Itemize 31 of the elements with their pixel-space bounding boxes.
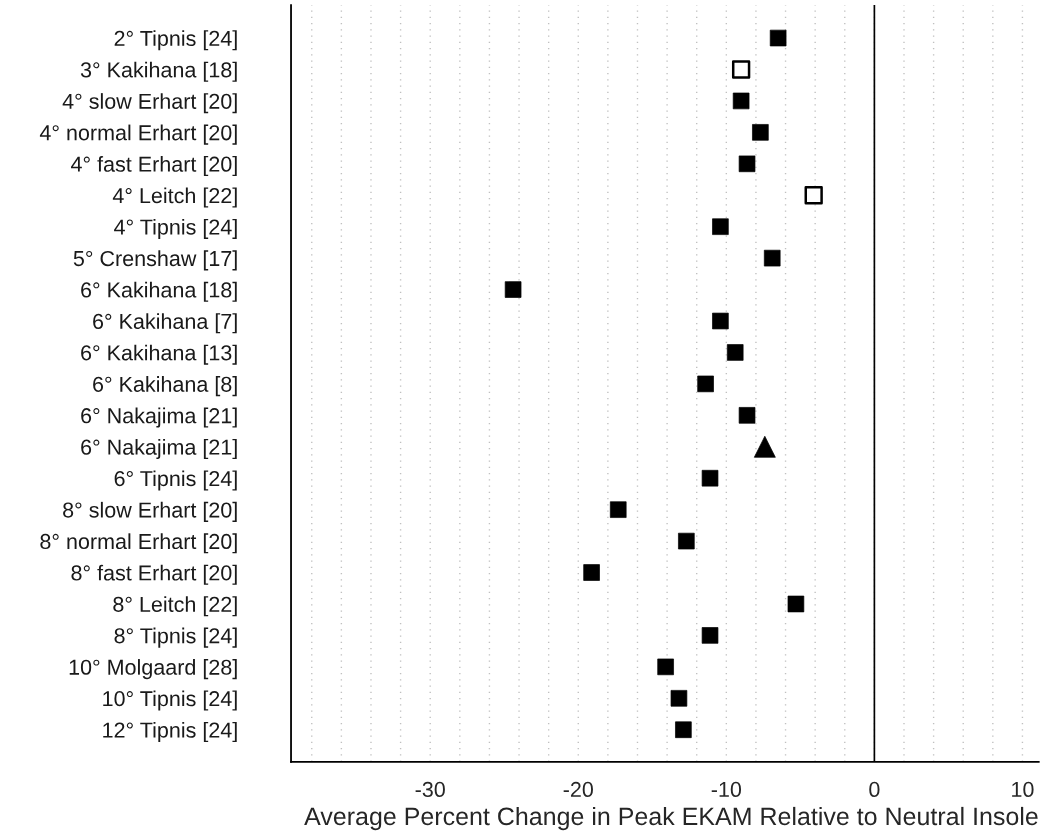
y-tick-label: 4° slow Erhart [20] <box>62 93 237 114</box>
y-tick-label: 12° Tipnis [24] <box>103 721 237 743</box>
y-tick-label: 8° fast Erhart [20] <box>71 564 237 585</box>
x-tick-label: -20 <box>563 781 593 798</box>
y-tick-label: 6° Tipnis [24] <box>114 470 237 491</box>
y-tick-label: 4° Tipnis [24] <box>114 218 237 239</box>
y-tick-label: 6° Kakihana [7] <box>93 313 237 334</box>
y-tick-label: 6° Nakajima [21] <box>81 438 237 460</box>
x-tick-label: 0 <box>869 781 880 798</box>
y-tick-label: 5° Crenshaw [17] <box>73 250 237 271</box>
y-tick-label: 8° Tipnis [24] <box>114 627 237 648</box>
y-tick-label: 8° slow Erhart [20] <box>63 501 237 522</box>
point <box>731 60 751 79</box>
y-tick-label: 10° Tipnis [24] <box>103 690 237 711</box>
y-tick-label: 3° Kakihana [18] <box>80 61 237 82</box>
y-tick-label: 6° Kakihana [18] <box>81 281 237 302</box>
x-tick-label: -10 <box>711 781 742 798</box>
x-axis-title: Average Percent Change in Peak EKAM Relative to Neutral Insole <box>304 806 1038 831</box>
y-tick-label: 4° Leitch [22] <box>112 187 237 208</box>
x-tick-label: -30 <box>415 781 445 798</box>
point <box>804 186 823 205</box>
y-tick-label: 6° Nakajima [21] <box>81 407 237 428</box>
y-tick-label: 6° Kakihana [13] <box>81 344 237 365</box>
y-tick-label: 4° fast Erhart [20] <box>71 156 237 177</box>
y-tick-label: 6° Kakihana [8] <box>93 376 237 397</box>
y-tick-label: 4° normal Erhart [20] <box>39 124 237 145</box>
x-tick-label: 10 <box>1012 781 1034 798</box>
y-tick-label: 10° Molgaard [28] <box>69 659 237 680</box>
y-tick-label: 2° Tipnis [24] <box>114 30 237 51</box>
y-tick-label: 8° Leitch [22] <box>113 596 237 617</box>
y-tick-label: 8° normal Erhart [20] <box>40 533 237 554</box>
